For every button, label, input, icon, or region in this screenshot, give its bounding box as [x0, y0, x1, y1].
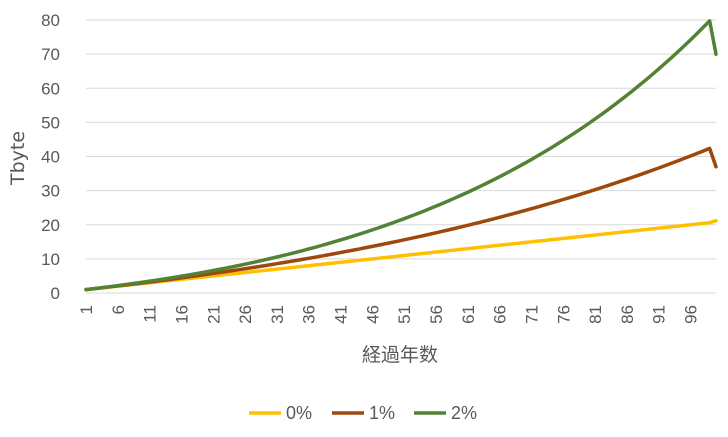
y-tick-label: 40	[41, 148, 60, 167]
legend-item-2%: 2%	[414, 403, 477, 423]
x-tick-label: 61	[459, 305, 478, 324]
y-tick-label: 60	[41, 79, 60, 98]
x-axis-title: 経過年数	[362, 344, 438, 366]
legend-label: 0%	[286, 403, 312, 423]
x-tick-label: 66	[491, 305, 510, 324]
x-tick-label: 16	[172, 305, 191, 324]
series-line-1%	[84, 146, 718, 292]
x-tick-label: 71	[522, 305, 541, 324]
x-tick-label: 11	[141, 305, 160, 323]
y-tick-label: 80	[41, 11, 60, 30]
y-axis-tick-labels: 0 10 20 30 40 50 60 70 80	[41, 11, 60, 303]
x-tick-label: 6	[109, 305, 128, 314]
x-tick-label: 96	[682, 305, 701, 324]
series-line-2%	[84, 19, 718, 292]
y-axis-title: Tbyte	[7, 131, 29, 186]
x-tick-label: 51	[395, 305, 414, 324]
x-tick-label: 46	[363, 305, 382, 324]
x-tick-label: 31	[268, 305, 287, 324]
y-tick-label: 50	[41, 113, 60, 132]
series-lines	[84, 19, 718, 292]
y-tick-label: 0	[51, 284, 60, 303]
x-tick-label: 41	[332, 305, 351, 324]
x-tick-label: 76	[554, 305, 573, 324]
x-tick-label: 56	[427, 305, 446, 324]
x-tick-label: 1	[77, 305, 96, 314]
y-tick-label: 10	[41, 250, 60, 269]
y-tick-label: 20	[41, 216, 60, 235]
gridlines	[86, 19, 716, 294]
y-tick-label: 70	[41, 45, 60, 64]
x-tick-label: 91	[650, 305, 669, 324]
x-tick-label: 21	[204, 305, 223, 324]
x-tick-label: 36	[300, 305, 319, 324]
x-axis-tick-labels: 1 6 11 16 21 26 31 36 41 46 51 56 61 66 71 76 81 86 91 96	[77, 305, 701, 324]
legend-item-0%: 0%	[249, 403, 312, 423]
y-tick-label: 30	[41, 182, 60, 201]
legend-item-1%: 1%	[332, 403, 395, 423]
legend: 0% 1% 2%	[249, 403, 477, 423]
x-tick-label: 86	[618, 305, 637, 324]
x-tick-label: 81	[586, 305, 605, 324]
x-tick-label: 26	[236, 305, 255, 324]
legend-label: 1%	[369, 403, 395, 423]
legend-label: 2%	[451, 403, 477, 423]
